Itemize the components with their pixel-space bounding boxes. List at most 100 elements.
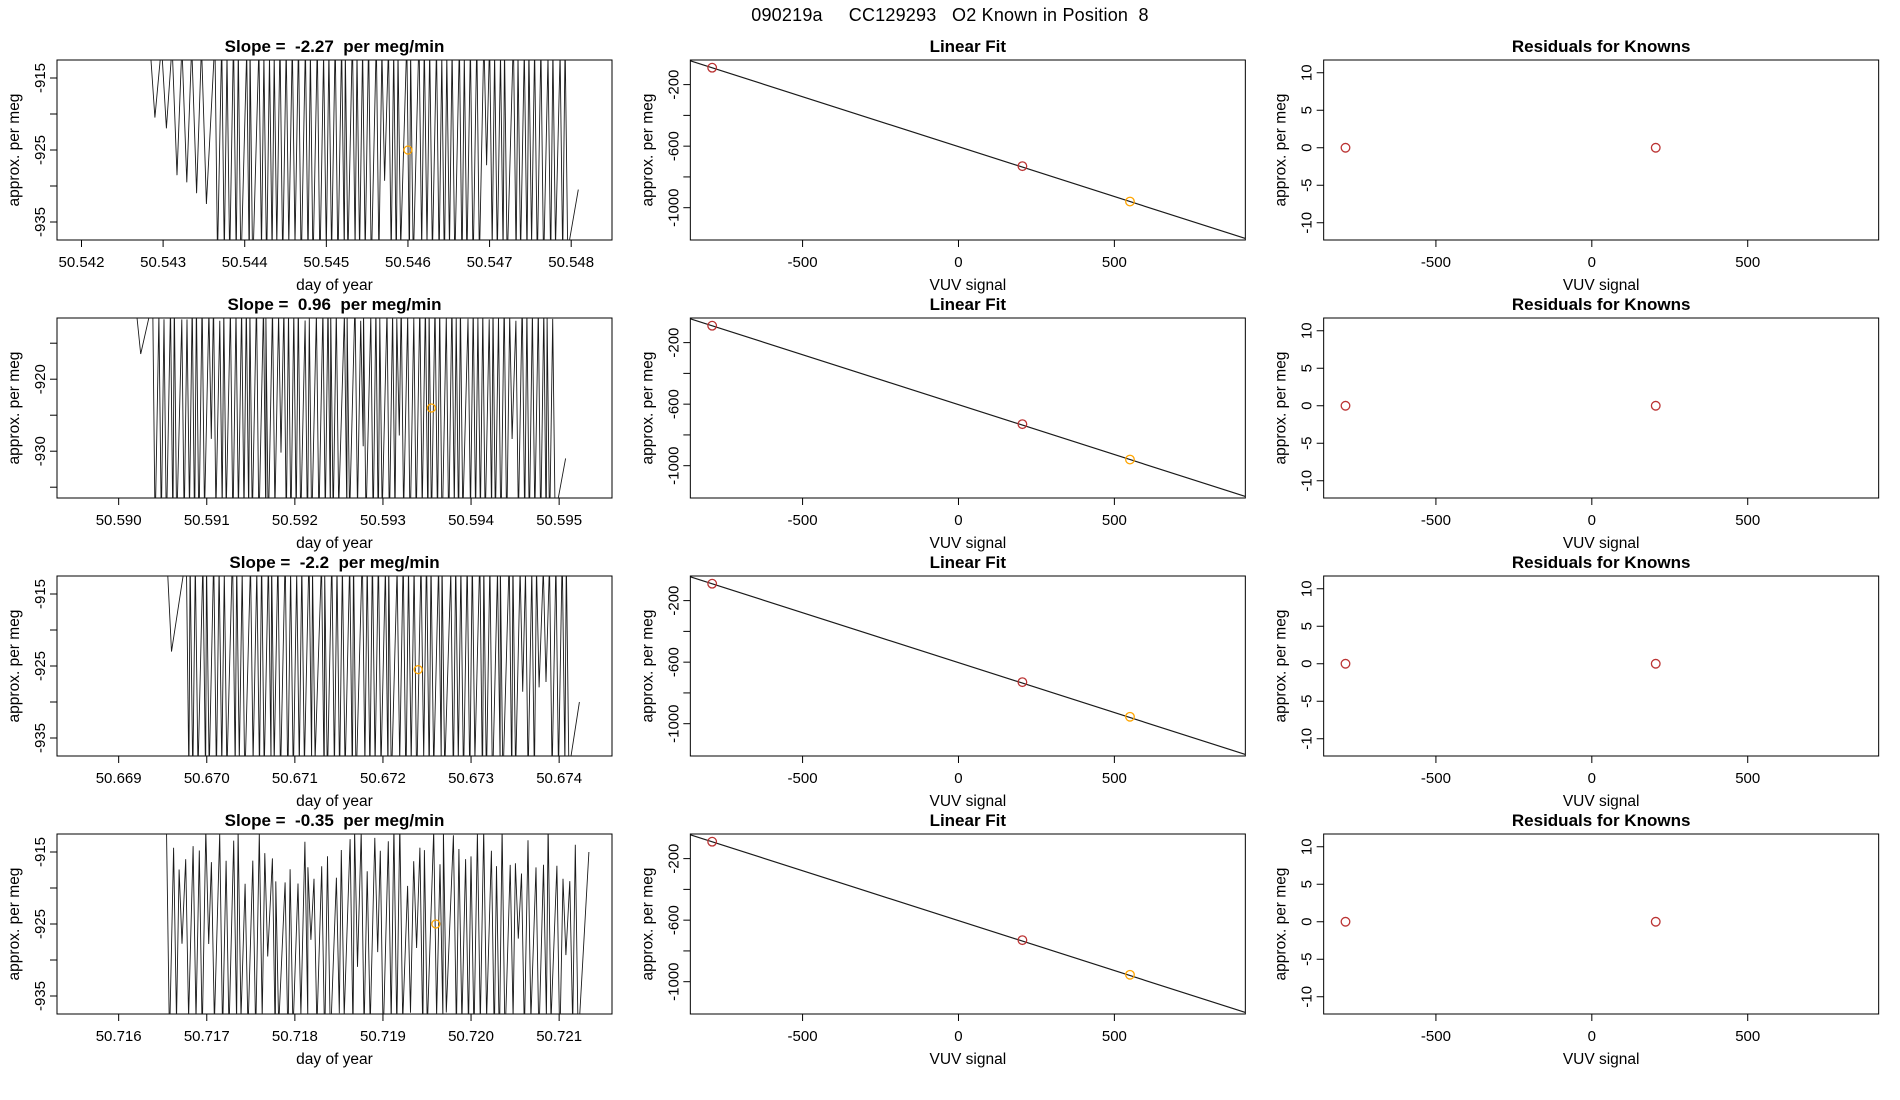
fit-line (690, 834, 1246, 1014)
y-axis: -10 -5 0 5 10 (1299, 64, 1324, 234)
x-tick-label: 50.673 (448, 770, 494, 787)
panel-r2c3: Residuals for Knowns -500 0 500 VUV signal -1… (1273, 295, 1880, 552)
y-tick-label: 5 (1299, 880, 1316, 888)
y-tick-label: -5 (1299, 953, 1316, 966)
y-tick-label: -600 (665, 905, 682, 935)
y-tick-label: -925 (32, 909, 49, 939)
plot-box (689, 575, 1246, 757)
x-tick-label: 50.593 (360, 512, 406, 529)
y-axis: -935 -925 -915 (32, 579, 57, 753)
x-axis-label: day of year (296, 1051, 373, 1068)
x-tick-label: -500 (788, 254, 818, 271)
x-axis: 50.669 50.670 50.671 50.672 50.673 50.674 (96, 756, 582, 787)
y-tick-label: -600 (665, 389, 682, 419)
y-axis-label: approx. per meg (6, 868, 23, 981)
x-tick-label: 50.717 (184, 1028, 230, 1045)
x-tick-label: 0 (1588, 1028, 1596, 1045)
x-axis-label: day of year (296, 793, 373, 810)
x-tick-label: -500 (788, 1028, 818, 1045)
unknown-sample-marker (431, 919, 441, 929)
known-point (1017, 677, 1028, 688)
y-axis-label: approx. per meg (1273, 94, 1290, 207)
x-tick-label: 500 (1102, 254, 1127, 271)
y-axis: -1000 -600 -200 (665, 70, 691, 227)
plot-box (689, 59, 1246, 241)
x-axis: 50.590 50.591 50.592 50.593 50.594 50.595 (96, 498, 582, 529)
x-tick-label: 0 (1588, 254, 1596, 271)
x-axis: 50.716 50.717 50.718 50.719 50.720 50.721 (96, 1014, 582, 1045)
x-axis-label: VUV signal (1563, 1051, 1640, 1068)
panel-r4c2: Linear Fit -500 0 500 VUV signal -1000 -600 -20… (639, 811, 1246, 1068)
known-point (707, 62, 718, 73)
x-tick-label: 50.719 (360, 1028, 406, 1045)
panel-r1c1: Slope = -2.27 per meg/min 50.542 50.543 50.… (6, 37, 613, 294)
x-tick-label: 500 (1735, 254, 1760, 271)
x-axis-label: VUV signal (929, 793, 1006, 810)
known-point (1017, 161, 1028, 172)
unknown-point (1125, 196, 1135, 207)
signal-trace (150, 60, 579, 240)
x-axis-label: day of year (296, 277, 373, 294)
x-tick-label: 50.543 (140, 254, 186, 271)
fit-line (690, 60, 1246, 240)
x-tick-label: 50.674 (536, 770, 582, 787)
y-axis-label: approx. per meg (639, 94, 656, 207)
fit-line (690, 576, 1246, 756)
x-axis-label: VUV signal (1563, 277, 1640, 294)
y-tick-label: 5 (1299, 106, 1316, 114)
known-point (1650, 658, 1661, 669)
x-tick-label: 50.716 (96, 1028, 142, 1045)
y-tick-label: 5 (1299, 622, 1316, 630)
x-tick-label: 500 (1102, 512, 1127, 529)
y-tick-label: 10 (1299, 838, 1316, 855)
y-axis-label: approx. per meg (6, 610, 23, 723)
known-point (1017, 419, 1028, 430)
panel-r3c2: Linear Fit -500 0 500 VUV signal -1000 -600 -20… (639, 553, 1246, 810)
x-tick-label: 50.545 (303, 254, 349, 271)
plot-box (1323, 317, 1880, 499)
y-tick-label: 10 (1299, 322, 1316, 339)
y-tick-label: 5 (1299, 364, 1316, 372)
signal-trace (167, 576, 580, 756)
y-axis-label: approx. per meg (639, 868, 656, 981)
y-tick-label: 10 (1299, 580, 1316, 597)
y-tick-label: -1000 (665, 189, 682, 227)
x-tick-label: 0 (954, 512, 962, 529)
y-tick-label: -10 (1299, 470, 1316, 492)
y-axis-label: approx. per meg (1273, 868, 1290, 981)
plot-box (689, 833, 1246, 1015)
x-axis: -500 0 500 (788, 498, 1127, 529)
x-axis: -500 0 500 (788, 756, 1127, 787)
y-tick-label: -5 (1299, 695, 1316, 708)
x-tick-label: 50.542 (59, 254, 105, 271)
x-axis-label: VUV signal (929, 1051, 1006, 1068)
y-tick-label: -10 (1299, 212, 1316, 234)
known-point (707, 320, 718, 331)
unknown-point (1125, 454, 1135, 465)
x-tick-label: 50.547 (467, 254, 513, 271)
known-point (1650, 400, 1661, 411)
known-point (1340, 916, 1351, 927)
y-tick-label: -200 (665, 70, 682, 100)
x-tick-label: 50.720 (448, 1028, 494, 1045)
known-point (1340, 658, 1351, 669)
x-tick-label: 50.595 (536, 512, 582, 529)
x-axis: -500 0 500 (1421, 240, 1760, 271)
figure-title: 090219a CC129293 O2 Known in Position 8 (751, 5, 1149, 25)
y-tick-label: -1000 (665, 705, 682, 743)
known-point (1340, 142, 1351, 153)
plot-box (689, 317, 1246, 499)
unknown-sample-marker (403, 145, 413, 155)
x-tick-label: 0 (954, 1028, 962, 1045)
y-tick-label: 0 (1299, 660, 1316, 668)
y-axis-label: approx. per meg (1273, 610, 1290, 723)
panel-title: Slope = -2.27 per meg/min (225, 37, 445, 56)
x-tick-label: 50.594 (448, 512, 494, 529)
plot-box (1323, 833, 1880, 1015)
y-tick-label: -935 (32, 981, 49, 1011)
unknown-point (1125, 711, 1135, 722)
x-tick-label: 500 (1735, 770, 1760, 787)
panel-title: Slope = 0.96 per meg/min (228, 295, 442, 314)
x-axis-label: day of year (296, 535, 373, 552)
y-axis: -1000 -600 -200 (665, 844, 691, 1001)
